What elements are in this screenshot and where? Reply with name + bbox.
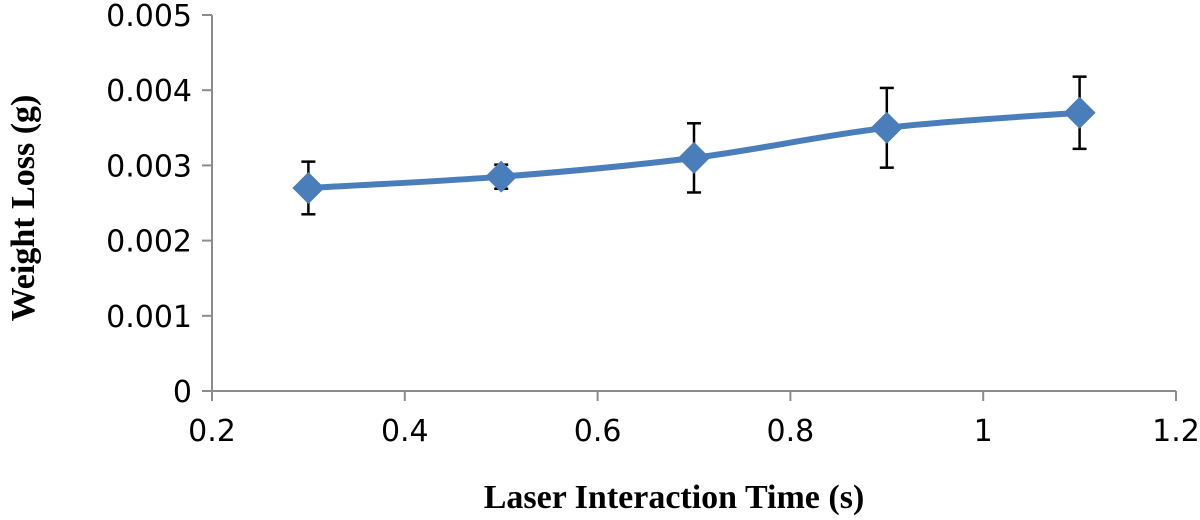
data-point bbox=[1063, 96, 1096, 129]
x-axis-title: Laser Interaction Time (s) bbox=[484, 479, 865, 516]
axes bbox=[211, 15, 1176, 392]
data-point bbox=[485, 160, 518, 193]
x-tick-label: 0.4 bbox=[381, 414, 429, 449]
x-tick-label: 1 bbox=[974, 414, 993, 449]
x-ticks: 0.2 0.4 0.6 0.8 1 1.2 bbox=[188, 391, 1200, 449]
y-tick-label: 0.001 bbox=[106, 300, 192, 335]
y-tick-label: 0 bbox=[173, 375, 192, 410]
data-point bbox=[870, 111, 903, 144]
y-tick-label: 0.002 bbox=[106, 225, 192, 260]
y-ticks: 0 0.001 0.002 0.003 0.004 0.005 bbox=[106, 0, 212, 410]
data-point bbox=[292, 171, 325, 204]
x-tick-label: 0.6 bbox=[574, 414, 622, 449]
x-tick-label: 0.8 bbox=[767, 414, 815, 449]
y-axis-title: Weight Loss (g) bbox=[5, 95, 42, 322]
x-tick-label: 0.2 bbox=[188, 414, 236, 449]
y-tick-label: 0.004 bbox=[106, 74, 192, 109]
y-tick-label: 0.003 bbox=[106, 149, 192, 184]
y-tick-label: 0.005 bbox=[106, 0, 192, 34]
x-tick-label: 1.2 bbox=[1152, 414, 1200, 449]
data-point bbox=[678, 141, 710, 174]
series-layer bbox=[292, 75, 1096, 216]
